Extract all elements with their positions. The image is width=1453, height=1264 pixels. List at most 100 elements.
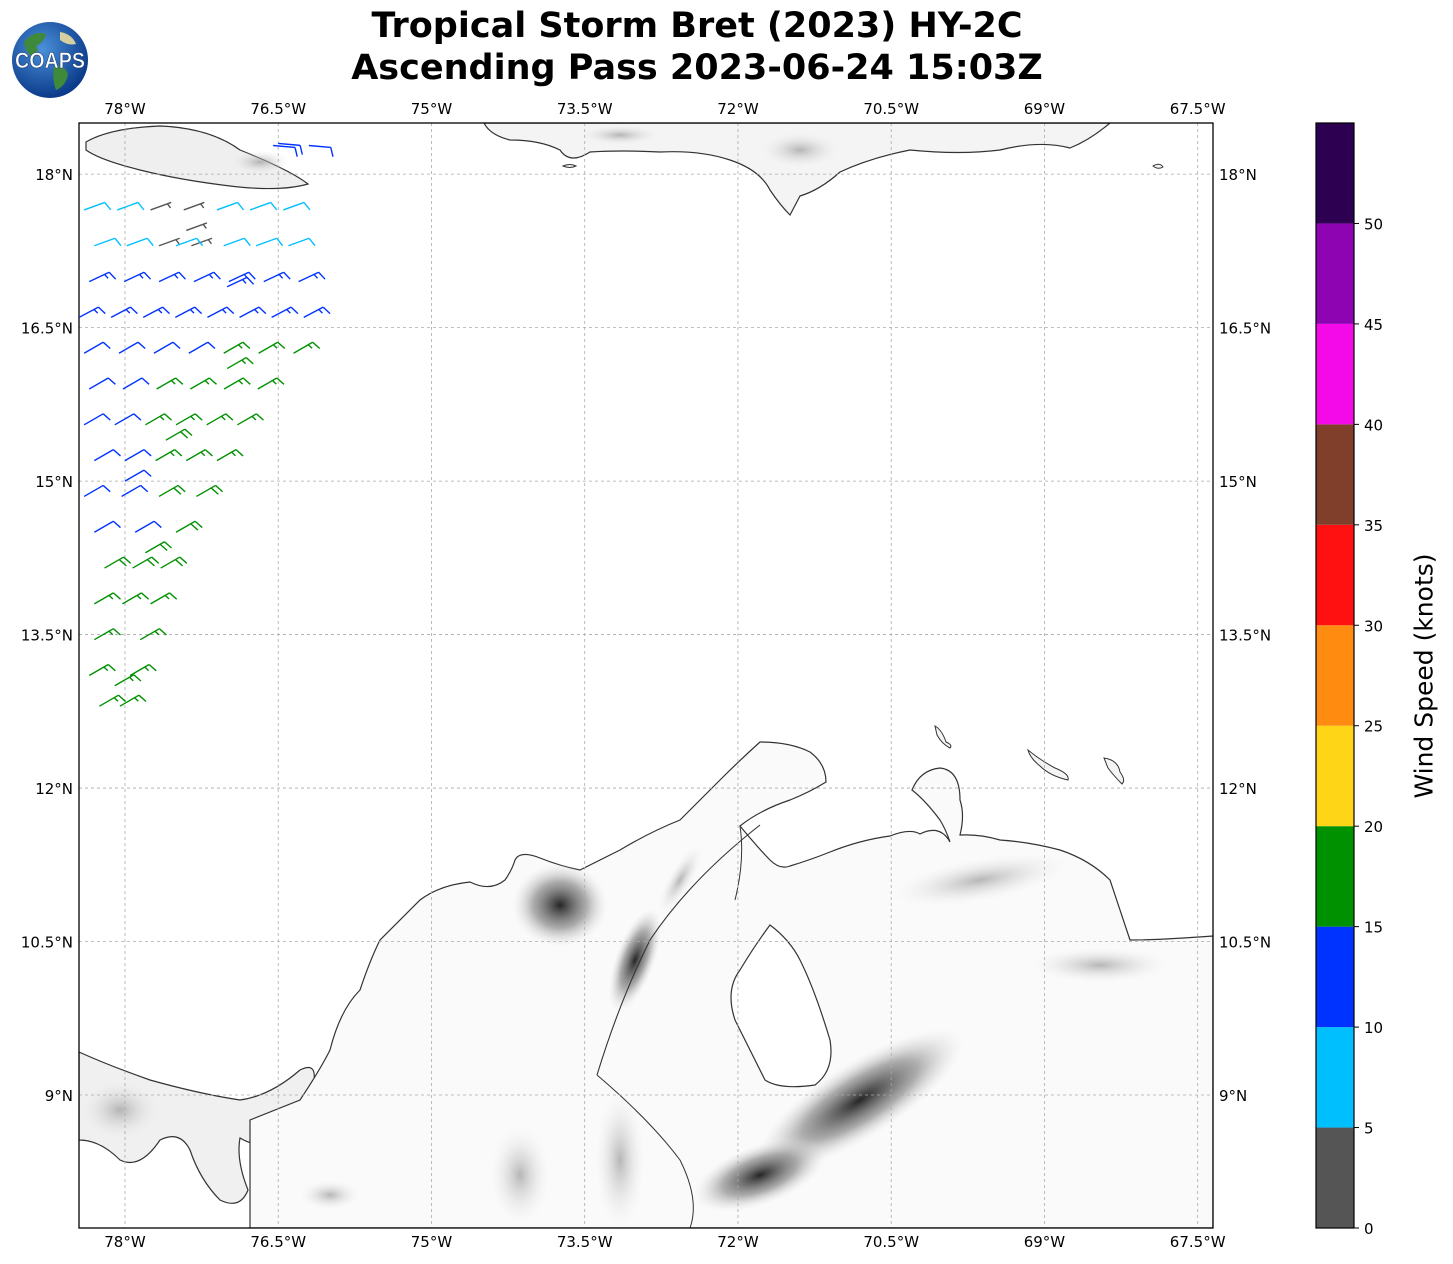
wind-barb xyxy=(83,413,111,426)
colorbar-tick-label: 15 xyxy=(1364,919,1383,937)
wind-barb xyxy=(134,520,162,533)
lat-tick-label-left: 18°N xyxy=(35,166,73,184)
axis-tick-labels: 78°W 78°W 76.5°W 76.5°W 75°W 75°W 73.5°W 73.5°W… xyxy=(21,100,1271,1251)
wind-barb xyxy=(207,306,235,319)
wind-barb xyxy=(308,144,334,157)
colorbar-tick-label: 45 xyxy=(1364,316,1383,334)
wind-barb xyxy=(88,377,116,390)
colorbar-label: Wind Speed (knots) xyxy=(1409,553,1439,799)
colorbar-bin xyxy=(1316,424,1354,525)
terrain-layer xyxy=(79,123,1213,1228)
colorbar-tick-label: 5 xyxy=(1364,1120,1374,1138)
lon-tick-label-top: 69°W xyxy=(1024,100,1066,118)
wind-barb xyxy=(257,377,285,390)
colorbar-bin xyxy=(1316,123,1354,224)
wind-barb xyxy=(121,484,149,498)
wind-barb xyxy=(183,201,205,211)
wind-barb xyxy=(117,201,145,211)
wind-barb xyxy=(263,271,291,283)
lon-tick-label-top: 70.5°W xyxy=(863,100,919,118)
colorbar-bin xyxy=(1316,223,1354,324)
lon-tick-label-bottom: 67.5°W xyxy=(1170,1233,1226,1251)
globe-logo-icon: COAPS xyxy=(12,22,88,98)
wind-barb xyxy=(255,237,284,247)
wind-barb xyxy=(216,449,244,462)
wind-barb xyxy=(258,341,286,354)
wind-barb xyxy=(93,520,121,533)
lat-tick-label-right: 15°N xyxy=(1219,473,1257,491)
wind-barb xyxy=(237,413,264,426)
lat-tick-label-left: 10.5°N xyxy=(21,934,73,952)
colorbar-bin xyxy=(1316,826,1354,927)
land-hispaniola xyxy=(483,123,1111,217)
colorbar-tick-label: 20 xyxy=(1364,818,1383,836)
lon-tick-label-bottom: 72°W xyxy=(717,1233,759,1251)
lon-tick-label-bottom: 69°W xyxy=(1024,1233,1066,1251)
wind-barb xyxy=(126,237,154,247)
wind-barb xyxy=(83,201,112,211)
wind-barb xyxy=(93,628,121,641)
wind-barb xyxy=(139,628,167,641)
wind-barb xyxy=(155,449,183,462)
wind-barb xyxy=(283,201,311,211)
lon-tick-label-top: 67.5°W xyxy=(1170,100,1226,118)
map-frame xyxy=(78,122,1214,1229)
lat-tick-label-right: 12°N xyxy=(1219,780,1257,798)
wind-barb xyxy=(99,694,127,707)
colorbar-tick-label: 25 xyxy=(1364,718,1383,736)
wind-barb xyxy=(223,237,251,247)
wind-barb xyxy=(132,556,160,569)
lat-tick-label-right: 9°N xyxy=(1219,1087,1247,1105)
wind-barb xyxy=(278,142,304,155)
wind-barb xyxy=(165,428,193,441)
wind-barb xyxy=(175,237,204,247)
wind-barb xyxy=(158,484,186,498)
gridlines xyxy=(79,123,1213,1228)
wind-barb xyxy=(129,663,157,677)
wind-barb xyxy=(88,663,116,677)
lat-tick-label-left: 12°N xyxy=(35,780,73,798)
wind-barb xyxy=(174,306,203,319)
colorbar-bin xyxy=(1316,323,1354,425)
wind-barbs-layer xyxy=(79,142,334,707)
wind-barb xyxy=(226,356,254,370)
lon-tick-label-top: 76.5°W xyxy=(250,100,306,118)
wind-barb xyxy=(193,271,221,283)
wind-barb xyxy=(239,306,267,319)
lon-tick-label-bottom: 75°W xyxy=(411,1233,453,1251)
wind-barb xyxy=(124,449,152,462)
colorbar-tick-label: 10 xyxy=(1364,1019,1383,1037)
wind-barb xyxy=(288,237,316,247)
colorbar-tick-label: 35 xyxy=(1364,517,1383,535)
wind-barb xyxy=(122,592,150,605)
wind-barb xyxy=(190,377,217,390)
wind-barb xyxy=(223,377,251,390)
lon-tick-label-bottom: 70.5°W xyxy=(863,1233,919,1251)
wind-barb xyxy=(249,201,278,211)
wind-barb xyxy=(158,237,180,247)
wind-barb xyxy=(88,271,117,283)
wind-barb xyxy=(153,341,181,354)
wind-barb xyxy=(293,341,321,354)
lat-tick-label-left: 9°N xyxy=(45,1087,73,1105)
colorbar-bin xyxy=(1316,625,1354,726)
colorbar-bin xyxy=(1316,1127,1354,1228)
chart-title-line-2: Ascending Pass 2023-06-24 15:03Z xyxy=(351,48,1043,88)
lat-tick-label-left: 13.5°N xyxy=(21,627,73,645)
wind-barb xyxy=(83,484,111,498)
lat-tick-label-right: 10.5°N xyxy=(1219,934,1271,952)
wind-barb xyxy=(93,449,121,462)
wind-barb xyxy=(186,222,208,232)
colorbar-tick-label: 40 xyxy=(1364,416,1383,434)
lon-tick-label-top: 78°W xyxy=(104,100,146,118)
wind-barb xyxy=(175,520,203,533)
wind-barb xyxy=(188,341,216,354)
lon-tick-label-top: 73.5°W xyxy=(557,100,613,118)
wind-barb xyxy=(191,237,213,247)
wind-barb xyxy=(216,201,245,211)
lon-tick-label-top: 72°W xyxy=(717,100,759,118)
colorbar-bin xyxy=(1316,926,1354,1028)
logo-text: COAPS xyxy=(15,48,85,73)
